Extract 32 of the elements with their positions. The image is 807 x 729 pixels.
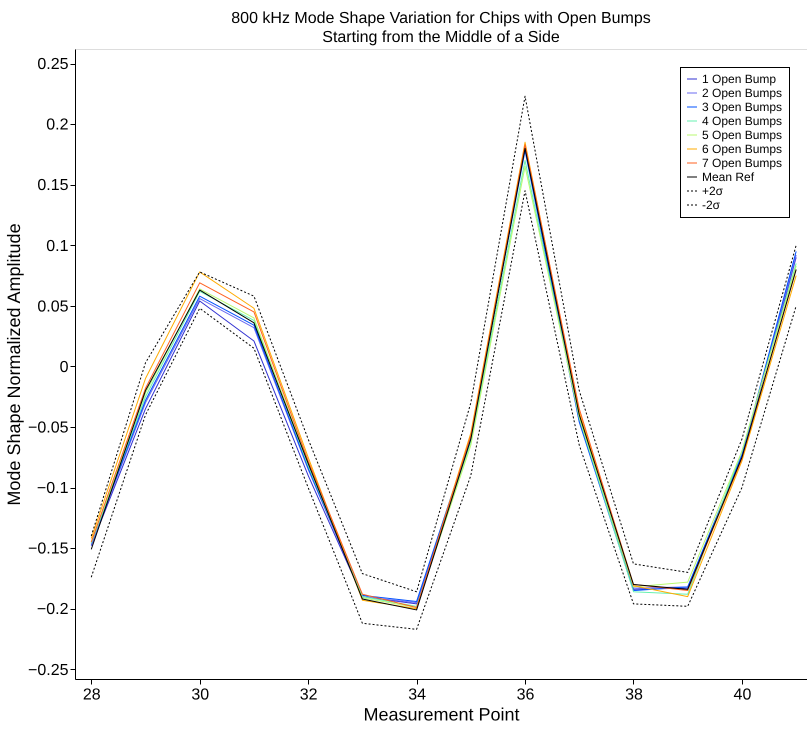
y-tick-label: −0.1 <box>36 480 69 498</box>
legend-label: 3 Open Bumps <box>702 100 782 114</box>
x-tick-label: 30 <box>191 686 210 704</box>
x-axis-title: Measurement Point <box>363 704 520 724</box>
legend-label: Mean Ref <box>702 170 755 184</box>
legend-label: 6 Open Bumps <box>702 142 782 156</box>
y-tick-label: 0.1 <box>46 238 69 255</box>
y-tick-label: −0.15 <box>28 540 69 558</box>
legend-label: 5 Open Bumps <box>702 128 782 142</box>
y-tick-label: 0.2 <box>46 116 69 134</box>
x-tick-label: 40 <box>734 686 752 704</box>
y-tick-label: 0 <box>60 358 69 376</box>
y-axis-title: Mode Shape Normalized Amplitude <box>4 223 24 506</box>
chart-subtitle: Starting from the Middle of a Side <box>322 29 560 46</box>
y-tick-label: −0.05 <box>28 420 69 436</box>
y-tick-label: −0.2 <box>36 601 69 618</box>
legend-label: -2σ <box>702 198 721 212</box>
legend-label: +2σ <box>702 184 724 198</box>
y-tick-label: −0.25 <box>28 662 69 679</box>
x-tick-label: 28 <box>82 686 101 704</box>
x-tick-label: 36 <box>516 686 535 704</box>
chart-title: 800 kHz Mode Shape Variation for Chips with Open Bumps <box>231 10 651 27</box>
y-tick-label: 0.15 <box>37 177 69 194</box>
x-tick-label: 34 <box>408 686 426 704</box>
legend-label: 2 Open Bumps <box>702 86 782 100</box>
x-tick-label: 38 <box>625 686 643 704</box>
legend-label: 7 Open Bumps <box>702 156 782 170</box>
x-tick-label: 32 <box>300 686 318 704</box>
y-tick-label: 0.25 <box>37 56 69 74</box>
legend-label: 1 Open Bump <box>702 72 776 86</box>
y-tick-label: 0.05 <box>37 298 69 316</box>
legend-label: 4 Open Bumps <box>702 114 782 128</box>
